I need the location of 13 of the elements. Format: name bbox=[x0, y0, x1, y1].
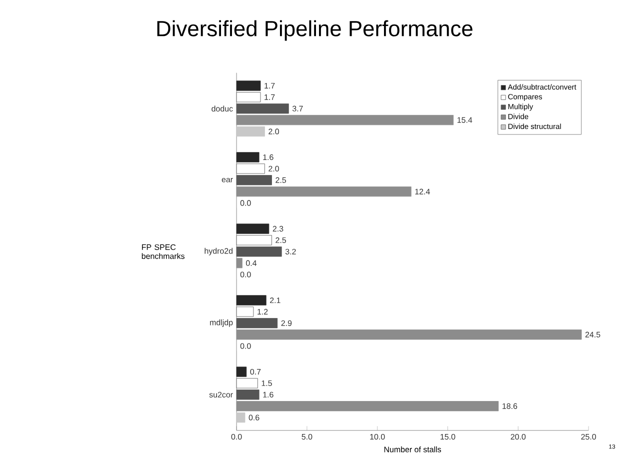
bar bbox=[236, 80, 261, 91]
bar bbox=[236, 152, 260, 162]
bar bbox=[236, 330, 582, 340]
bar bbox=[236, 258, 242, 268]
bar bbox=[236, 401, 499, 412]
chart-title: Diversified Pipeline Performance bbox=[157, 20, 472, 41]
bar bbox=[236, 114, 454, 126]
bar bbox=[236, 224, 270, 234]
bar bbox=[236, 126, 265, 137]
bar bbox=[236, 412, 246, 423]
bar bbox=[236, 186, 412, 197]
bar bbox=[236, 295, 266, 306]
bar bbox=[236, 366, 247, 377]
